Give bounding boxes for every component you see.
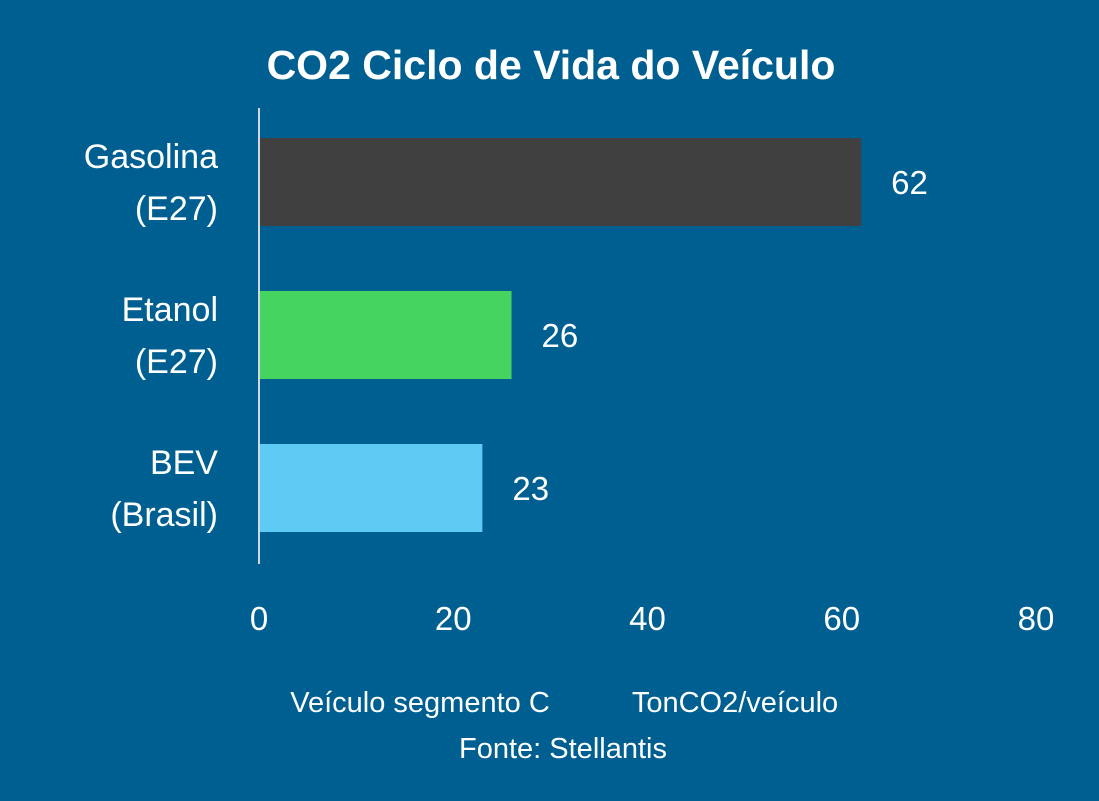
data-label-etanol: 26 [542,317,579,354]
x-tick-label-40: 40 [629,600,666,637]
footnote-source: Fonte: Stellantis [459,733,667,765]
category-label-bev-line2: (Brasil) [110,496,218,534]
x-axis-ticks: 0 20 40 60 80 [250,600,1055,637]
bar-gasolina [259,138,862,226]
data-label-gasolina: 62 [891,164,928,201]
x-tick-label-0: 0 [250,600,268,637]
footnote-unit: TonCO2/veículo [632,687,838,719]
x-tick-label-20: 20 [435,600,472,637]
category-label-etanol-line2: (E27) [135,343,218,381]
footnote-segment: Veículo segmento C [290,687,550,719]
x-tick-label-60: 60 [823,600,860,637]
category-label-gasolina-line2: (E27) [135,190,218,228]
bars-layer [259,138,862,532]
x-tick-label-80: 80 [1018,600,1055,637]
data-label-bev: 23 [512,470,549,507]
bar-bev [259,444,483,532]
bar-etanol [259,291,512,379]
category-label-etanol-line1: Etanol [122,291,218,329]
labels-layer: 62 Gasolina (E27) 26 Etanol (E27) 23 BEV (Brasil… [84,138,928,534]
category-label-bev-line1: BEV [150,444,218,482]
category-label-gasolina-line1: Gasolina [84,138,218,176]
chart-title: CO2 Ciclo de Vida do Veículo [267,42,836,88]
